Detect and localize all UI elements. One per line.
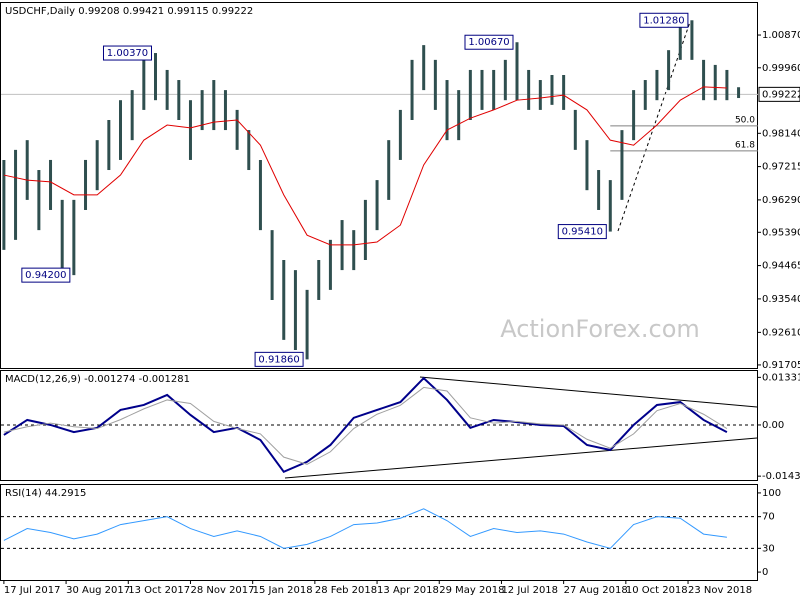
y-tick-label: 0.94465: [762, 261, 800, 272]
x-tick-label: 12 Jul 2018: [501, 585, 558, 596]
x-tick-label: 30 Aug 2017: [66, 585, 130, 596]
x-tick-label: 23 Nov 2018: [688, 585, 752, 596]
x-tick-label: 29 May 2018: [439, 585, 504, 596]
y-tick-label: 0.95390: [762, 227, 800, 238]
y-tick-label: 0: [762, 567, 768, 578]
y-tick-label: 1.00870: [762, 30, 800, 41]
panel-title: RSI(14) 44.2915: [5, 488, 86, 499]
y-tick-label: 0.013319: [762, 372, 800, 383]
y-tick-label: 30: [762, 543, 775, 554]
price-label: 1.01280: [643, 15, 684, 26]
price-label: 0.94200: [25, 270, 66, 281]
x-tick-label: 27 Aug 2018: [564, 585, 628, 596]
price-label-box: [102, 45, 152, 61]
price-label-box: [557, 224, 607, 240]
series-line: [3, 86, 727, 246]
x-tick-label: 10 Oct 2018: [626, 585, 688, 596]
macd-trend-line: [419, 376, 758, 408]
x-tick-label: 28 Feb 2018: [315, 585, 377, 596]
y-tick-label: -0.014323: [762, 471, 800, 482]
y-tick-label: 0.92610: [762, 327, 800, 338]
fib-label: 61.8: [735, 140, 755, 150]
panel-title: USDCHF,Daily 0.99208 0.99421 0.99115 0.9…: [5, 6, 253, 17]
x-tick-label: 13 Apr 2018: [377, 585, 439, 596]
price-frame: [0, 2, 758, 369]
y-tick-label: 0.93540: [762, 294, 800, 305]
series-line: [3, 376, 728, 474]
price-label-box: [464, 34, 514, 50]
price-label: 0.91860: [258, 354, 299, 365]
price-label-box: [639, 12, 689, 28]
y-tick-label: 100: [762, 488, 781, 499]
price-label-box: [21, 267, 71, 283]
macd-trend-line: [284, 437, 758, 479]
trend-line: [617, 21, 691, 232]
series-line: [3, 386, 728, 465]
x-tick-label: 15 Jan 2018: [253, 585, 313, 596]
y-tick-label: 0.00: [762, 420, 784, 431]
panel-title: MACD(12,26,9) -0.001274 -0.001281: [5, 374, 190, 385]
macd-frame: [0, 370, 758, 481]
y-tick-label: 0.96290: [762, 195, 800, 206]
x-tick-label: 28 Nov 2017: [190, 585, 254, 596]
last-price-label: 0.99222: [762, 89, 800, 100]
last-price-box: [758, 86, 800, 102]
y-tick-label: 0.99960: [762, 63, 800, 74]
watermark: ActionForex.com: [500, 315, 700, 343]
price-label: 0.95410: [562, 227, 603, 238]
x-tick-label: 13 Oct 2017: [128, 585, 190, 596]
y-tick-label: 70: [762, 512, 775, 523]
price-label: 1.00670: [468, 37, 509, 48]
series-line: [3, 508, 727, 549]
fib-label: 50.0: [735, 115, 755, 125]
y-tick-label: 0.91705: [762, 360, 800, 371]
price-label: 1.00370: [107, 48, 148, 59]
x-tick-label: 17 Jul 2017: [4, 585, 61, 596]
price-label-box: [254, 351, 304, 367]
y-tick-label: 0.98140: [762, 128, 800, 139]
rsi-frame: [0, 484, 758, 581]
y-tick-label: 0.97215: [762, 162, 800, 173]
